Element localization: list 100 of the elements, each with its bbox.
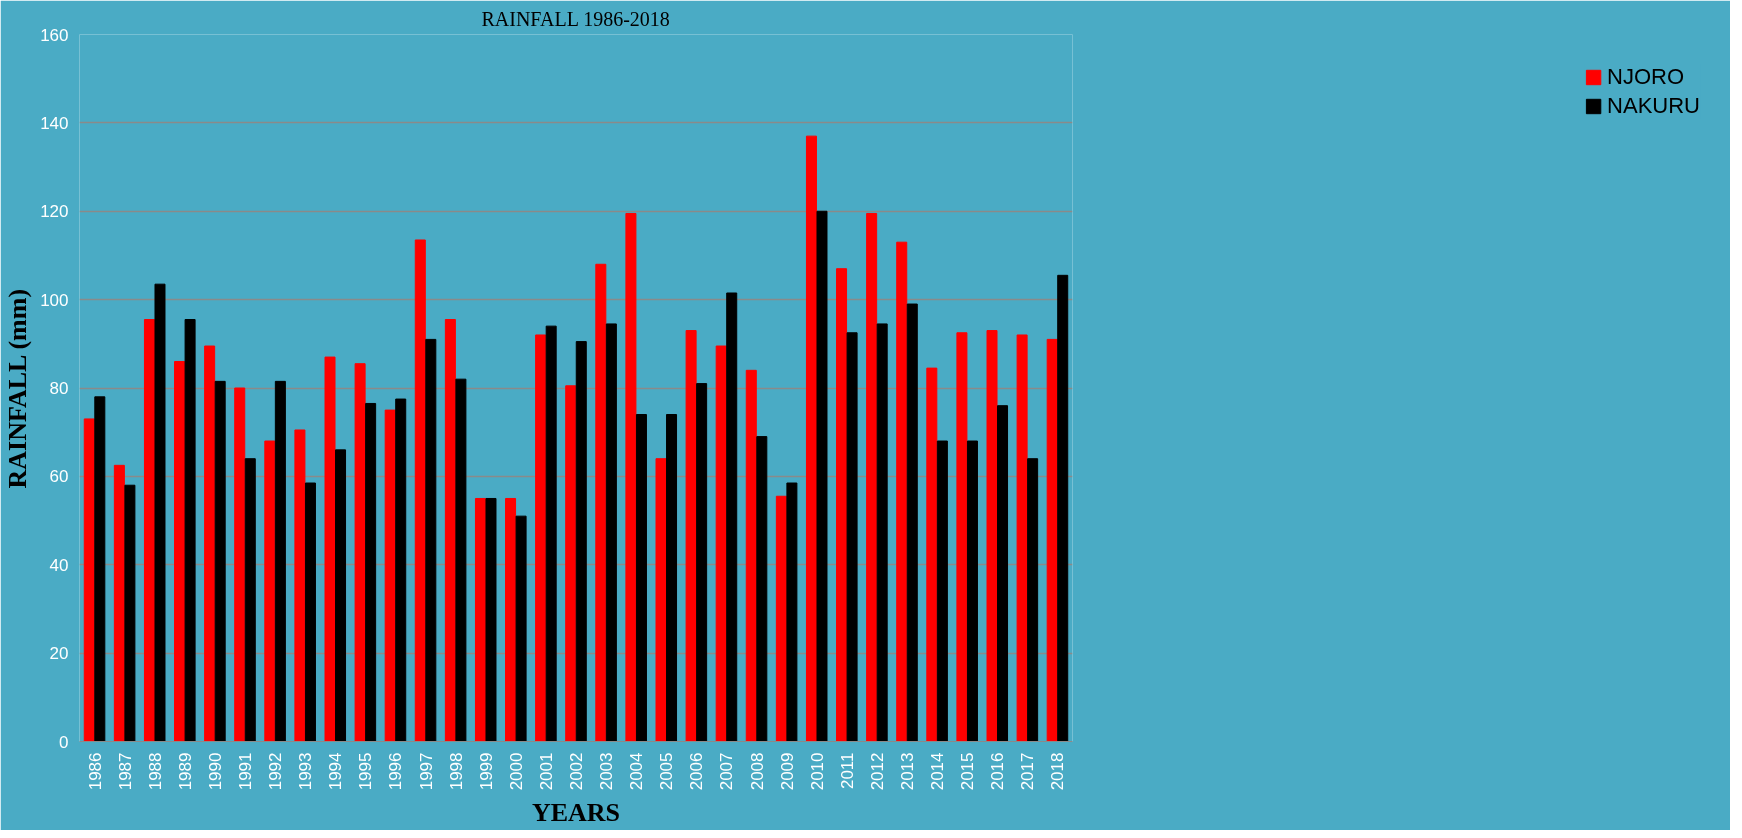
x-tick-label: 2001 [536,752,556,791]
y-tick-label: 0 [59,732,69,752]
bar [485,497,497,742]
bar [143,319,155,742]
bar [1046,338,1058,742]
bar [1016,334,1028,742]
bar [174,360,186,742]
x-tick-label: 1991 [236,752,255,791]
legend-label: NAKURU [1607,93,1700,119]
bar [414,239,426,742]
x-tick-label: 1989 [175,752,195,791]
bar [335,449,347,742]
y-tick-label: 140 [40,113,69,133]
y-tick-label: 80 [49,379,69,398]
bar [444,319,456,742]
x-tick-label: 1986 [85,752,105,791]
bar [775,495,787,742]
bar [625,212,637,742]
bar [384,409,396,742]
bar [906,303,918,742]
bar [113,464,125,742]
bar [986,330,998,742]
bar [805,135,817,742]
bar [896,241,908,742]
x-axis-title: YEARS [531,798,621,828]
x-tick-label: 2002 [567,752,586,791]
x-tick-label: 1995 [356,752,376,791]
bar [455,378,467,742]
bar [274,380,286,742]
bar [997,405,1009,742]
bar [756,436,768,742]
x-tick-label: 2004 [627,752,647,791]
bar [1057,274,1069,742]
bar [124,484,136,742]
bar [745,369,757,742]
bar [1027,458,1039,742]
bar [876,323,888,742]
bar [816,210,828,742]
x-tick-label: 1999 [476,752,496,791]
x-tick-label: 2011 [837,752,857,790]
bar [666,414,678,742]
bar [635,414,647,742]
x-tick-label: 1994 [326,752,346,791]
bar [836,268,848,742]
bar [515,515,527,742]
bar [204,345,216,742]
bar [154,283,166,742]
bar [244,458,256,742]
y-tick-label: 120 [40,202,69,222]
bar [565,385,577,742]
bar [866,212,878,742]
x-tick-label: 2009 [777,752,797,791]
x-tick-label: 2017 [1018,752,1038,791]
bar [214,380,226,742]
x-tick-label: 1996 [386,752,406,791]
x-tick-label: 2010 [807,752,827,791]
bar [926,367,938,742]
x-tick-label: 2007 [717,752,737,791]
x-tick-label: 1993 [296,752,316,791]
bar [966,440,978,742]
x-tick-label: 2008 [747,752,767,791]
bar [956,332,968,742]
bar [575,341,587,742]
bar [94,396,106,742]
bar [605,323,617,742]
bar [234,387,246,742]
y-tick-label: 40 [49,555,69,575]
y-axis-title: RAINFALL (mm) [3,288,33,489]
bar [696,383,708,742]
x-tick-label: 2013 [898,752,917,791]
x-tick-label: 1990 [205,752,225,791]
y-tick-label: 60 [49,467,69,487]
x-tick-label: 2003 [597,752,617,791]
bar [83,418,95,742]
x-tick-label: 2016 [988,752,1008,791]
bar [395,398,407,742]
bar [715,345,727,742]
bar [425,338,437,742]
bar [726,292,738,742]
y-tick-label: 100 [40,290,69,310]
x-tick-label: 1997 [416,752,436,791]
bar [535,334,547,742]
chart-title: RAINFALL 1986-2018 [481,7,670,30]
x-tick-label: 2005 [657,752,677,791]
x-tick-label: 1992 [266,752,286,791]
bar [294,429,306,742]
legend-label: NJORO [1607,64,1685,90]
x-tick-label: 2006 [687,752,707,791]
x-tick-label: 2014 [928,752,948,791]
bar [184,319,196,742]
bar [264,440,276,742]
bar [936,440,948,742]
x-tick-label: 2015 [958,752,978,791]
bar [474,497,486,742]
x-tick-label: 2012 [867,752,887,791]
y-tick-label: 160 [40,25,69,45]
bar [354,363,366,742]
bar [365,402,377,742]
bar [505,497,517,742]
bar [786,482,798,742]
